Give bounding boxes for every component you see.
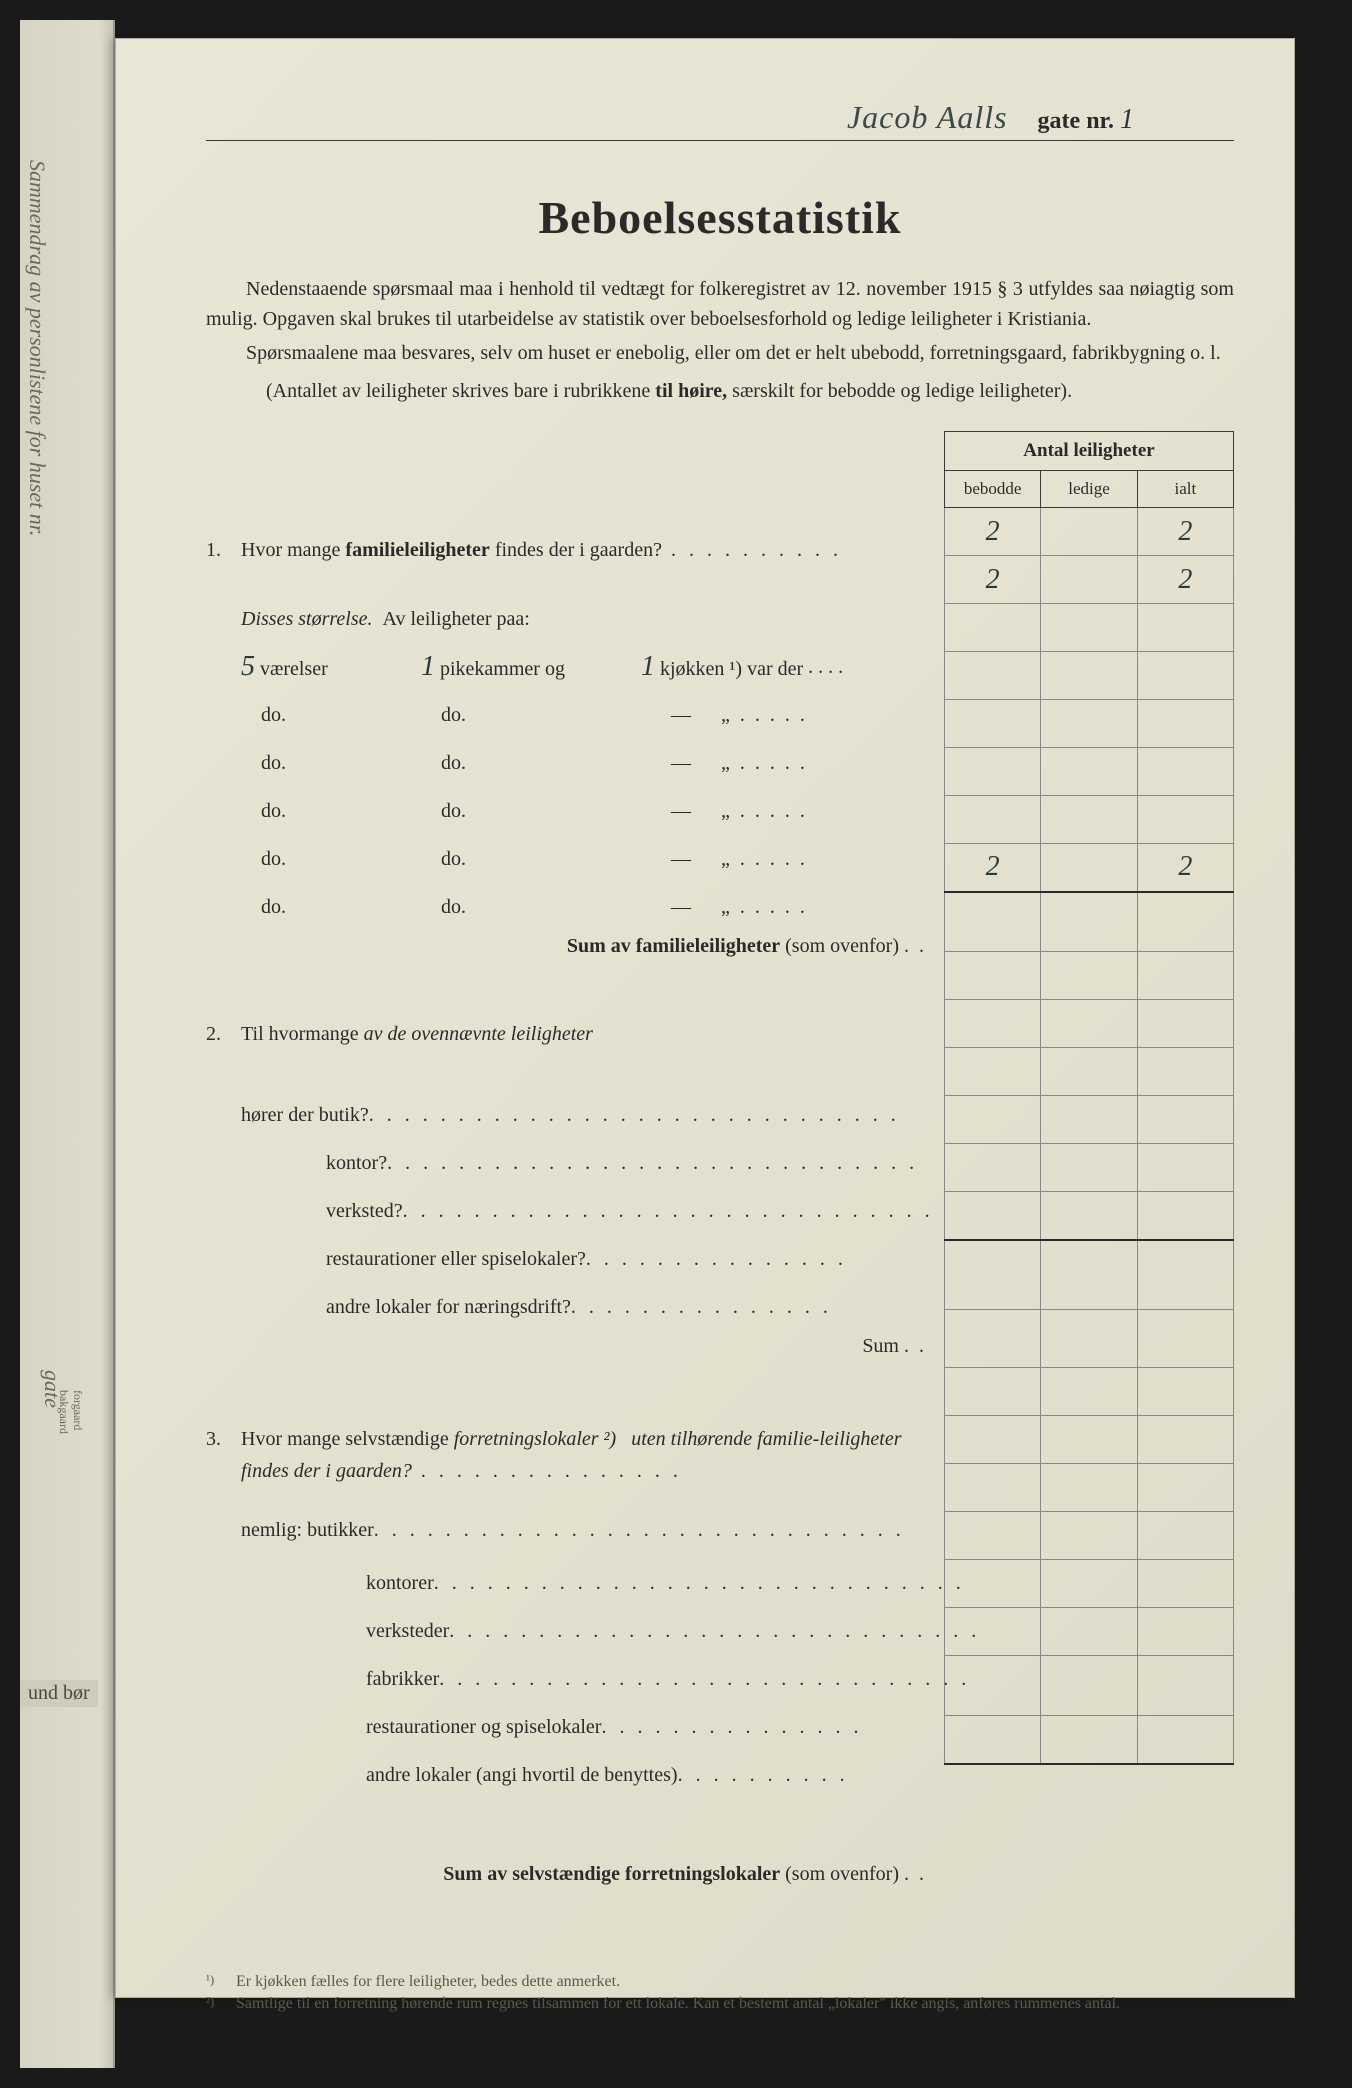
q1-number: 1. — [206, 539, 241, 562]
col-ialt: ialt — [1137, 471, 1233, 508]
cell-sum: 2 — [1137, 844, 1233, 892]
intro-p2: Spørsmaalene maa besvares, selv om huset… — [206, 338, 1234, 368]
gate-nr-label: gate nr. — [1038, 108, 1114, 134]
table-row — [945, 1096, 1234, 1144]
table-row — [945, 1416, 1234, 1464]
footnotes: ¹) Er kjøkken fælles for flere leilighet… — [206, 1971, 1234, 2016]
cell-sum: 2 — [945, 844, 1041, 892]
cell-value — [1041, 508, 1137, 556]
street-name-handwritten: Jacob Aalls — [847, 99, 1008, 135]
q3-sum: Sum av selvstændige forretningslokaler (… — [206, 1863, 1234, 1911]
table-row — [945, 796, 1234, 844]
intro-p1: Nedenstaaende spørsmaal maa i henhold ti… — [206, 274, 1234, 334]
cell-sum — [1041, 844, 1137, 892]
table-row — [945, 652, 1234, 700]
q3-number: 3. — [206, 1428, 241, 1451]
table-row — [945, 1656, 1234, 1716]
cell-value — [1041, 556, 1137, 604]
margin-small-labels: forgaard bakgaard — [56, 1390, 85, 1434]
table-row — [945, 1512, 1234, 1560]
cell-value: 2 — [1137, 508, 1233, 556]
gate-nr-handwritten: 1 — [1120, 104, 1134, 135]
cell-value: 2 — [945, 508, 1041, 556]
content-area: Antal leiligheter bebodde ledige ialt 2 … — [206, 431, 1234, 1911]
left-page-edge: Sammendrag av personlistene for huset nr… — [20, 20, 115, 2068]
table-row: 2 2 — [945, 556, 1234, 604]
margin-summary-label: Sammendrag av personlistene for huset nr… — [25, 160, 50, 536]
table-row — [945, 1144, 1234, 1192]
table-row — [945, 1240, 1234, 1310]
table-row: 2 2 — [945, 508, 1234, 556]
table-row — [945, 1560, 1234, 1608]
intro-text: Nedenstaaende spørsmaal maa i henhold ti… — [206, 274, 1234, 406]
table-sum-row: 2 2 — [945, 844, 1234, 892]
table-row — [945, 700, 1234, 748]
table-row — [945, 952, 1234, 1000]
header-address-line: Jacob Aalls gate nr. 1 — [206, 99, 1234, 141]
footnote-2: ²) Samtlige til en forretning hørende ru… — [206, 1993, 1234, 2015]
margin-vertical-text: Sammendrag av personlistene for huset nr… — [24, 160, 50, 1460]
table-row — [945, 1368, 1234, 1416]
q2-number: 2. — [206, 1023, 241, 1046]
table-row — [945, 892, 1234, 952]
table-header-row: Antal leiligheter — [945, 432, 1234, 471]
col-ledige: ledige — [1041, 471, 1137, 508]
table-subheader-row: bebodde ledige ialt — [945, 471, 1234, 508]
table-row — [945, 1464, 1234, 1512]
document-title: Beboelsesstatistik — [206, 191, 1234, 244]
cell-value: 2 — [1137, 556, 1233, 604]
document-page: Jacob Aalls gate nr. 1 Beboelsesstatisti… — [115, 38, 1295, 1998]
table-row — [945, 604, 1234, 652]
table-main-header: Antal leiligheter — [945, 432, 1234, 471]
margin-und-bor: und bør — [20, 1680, 98, 1707]
table-sum-row — [945, 1192, 1234, 1240]
intro-note: (Antallet av leiligheter skrives bare i … — [206, 376, 1234, 406]
table-row — [945, 748, 1234, 796]
table-row — [945, 1310, 1234, 1368]
count-table: Antal leiligheter bebodde ledige ialt 2 … — [944, 431, 1234, 1765]
table-row — [945, 1608, 1234, 1656]
page-wrapper: Sammendrag av personlistene for huset nr… — [20, 20, 1332, 2068]
footnote-1: ¹) Er kjøkken fælles for flere leilighet… — [206, 1971, 1234, 1993]
table-row — [945, 1048, 1234, 1096]
cell-value: 2 — [945, 556, 1041, 604]
col-bebodde: bebodde — [945, 471, 1041, 508]
table-sum-row — [945, 1716, 1234, 1764]
table-row — [945, 1000, 1234, 1048]
